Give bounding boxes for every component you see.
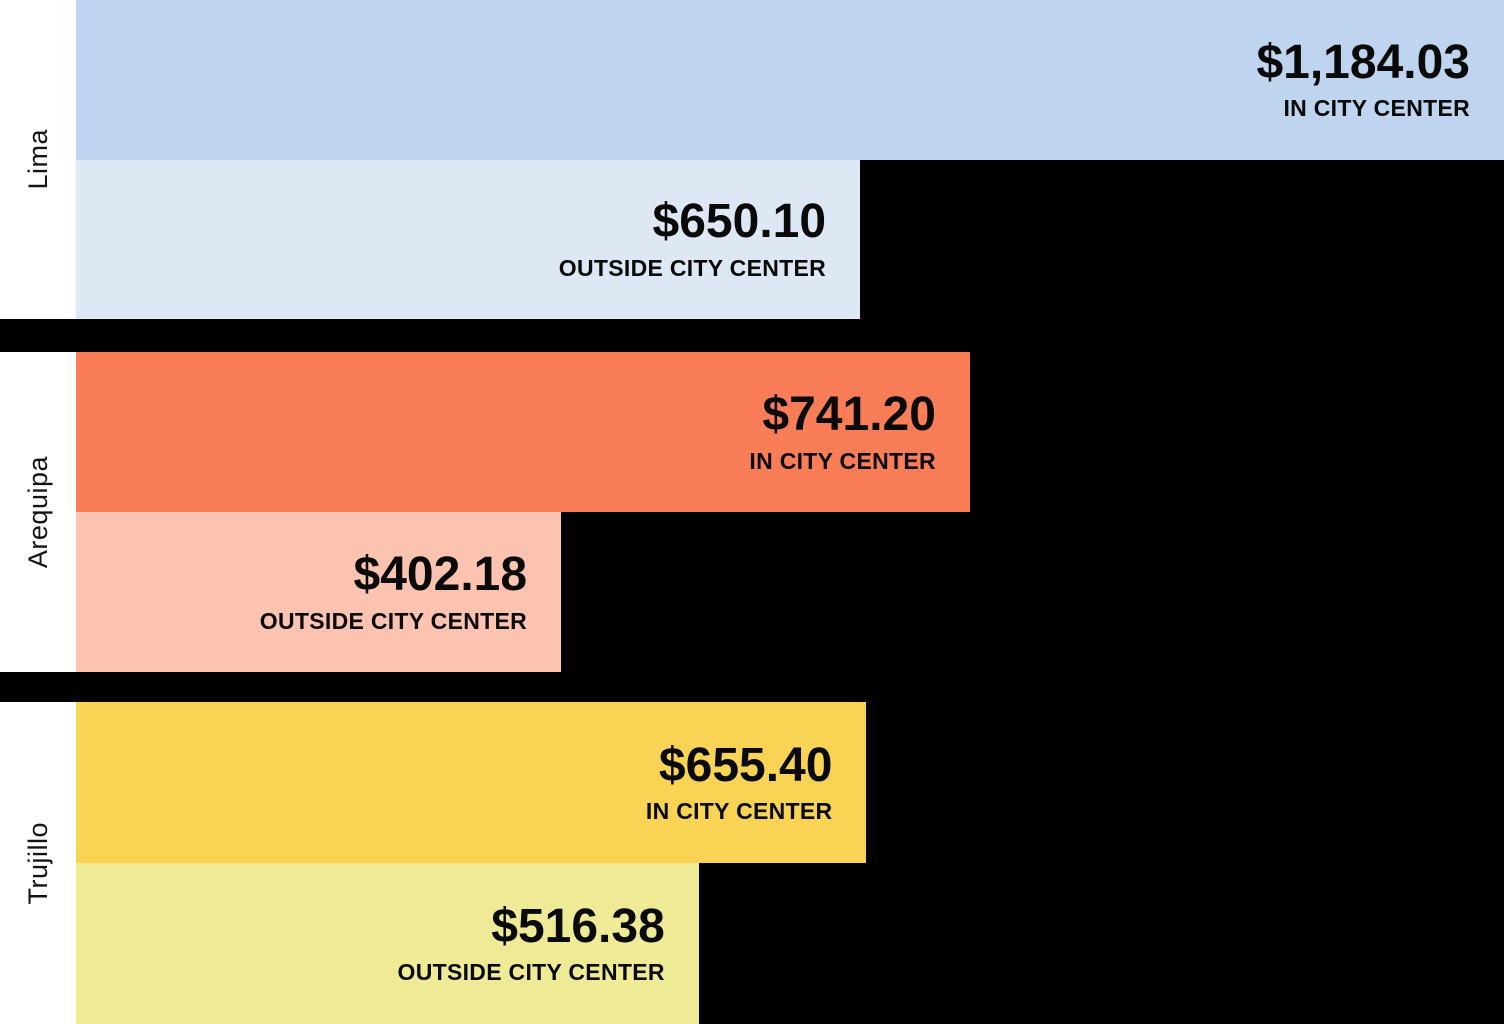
bar-trujillo-in-city-center: $655.40 IN CITY CENTER	[76, 702, 867, 863]
group-separator	[0, 319, 1504, 352]
bars-arequipa: $741.20 IN CITY CENTER $402.18 OUTSIDE C…	[76, 352, 1504, 672]
bars-trujillo: $655.40 IN CITY CENTER $516.38 OUTSIDE C…	[76, 702, 1504, 1024]
bar-value: $1,184.03	[1256, 35, 1470, 89]
city-label-arequipa: Arequipa	[22, 455, 53, 569]
bar-group-trujillo: Trujillo $655.40 IN CITY CENTER $516.38 …	[0, 702, 1504, 1024]
bar-label: OUTSIDE CITY CENTER	[558, 254, 827, 281]
bar-label: IN CITY CENTER	[1283, 95, 1470, 122]
bar-label: IN CITY CENTER	[749, 447, 936, 474]
bar-trujillo-outside-city-center: $516.38 OUTSIDE CITY CENTER	[76, 863, 699, 1024]
bar-lima-outside-city-center: $650.10 OUTSIDE CITY CENTER	[76, 159, 861, 319]
bar-value: $516.38	[491, 899, 665, 953]
city-label-column: Trujillo	[0, 702, 76, 1024]
bars-lima: $1,184.03 IN CITY CENTER $650.10 OUTSIDE…	[76, 0, 1504, 319]
bar-group-lima: Lima $1,184.03 IN CITY CENTER $650.10 OU…	[0, 0, 1504, 319]
bar-label: OUTSIDE CITY CENTER	[397, 959, 665, 986]
bar-arequipa-in-city-center: $741.20 IN CITY CENTER	[76, 352, 970, 512]
city-label-lima: Lima	[22, 129, 53, 190]
group-separator	[0, 672, 1504, 702]
bar-arequipa-outside-city-center: $402.18 OUTSIDE CITY CENTER	[76, 512, 562, 672]
bar-label: OUTSIDE CITY CENTER	[259, 607, 528, 634]
bar-group-arequipa: Arequipa $741.20 IN CITY CENTER $402.18 …	[0, 352, 1504, 672]
bar-lima-in-city-center: $1,184.03 IN CITY CENTER	[76, 0, 1504, 160]
city-label-column: Lima	[0, 0, 76, 319]
bar-label: IN CITY CENTER	[645, 798, 833, 825]
bar-value: $655.40	[658, 738, 833, 792]
city-label-column: Arequipa	[0, 352, 76, 672]
city-label-trujillo: Trujillo	[22, 821, 53, 905]
bar-value: $741.20	[762, 388, 936, 442]
bar-value: $650.10	[652, 195, 827, 249]
bar-value: $402.18	[353, 548, 528, 602]
